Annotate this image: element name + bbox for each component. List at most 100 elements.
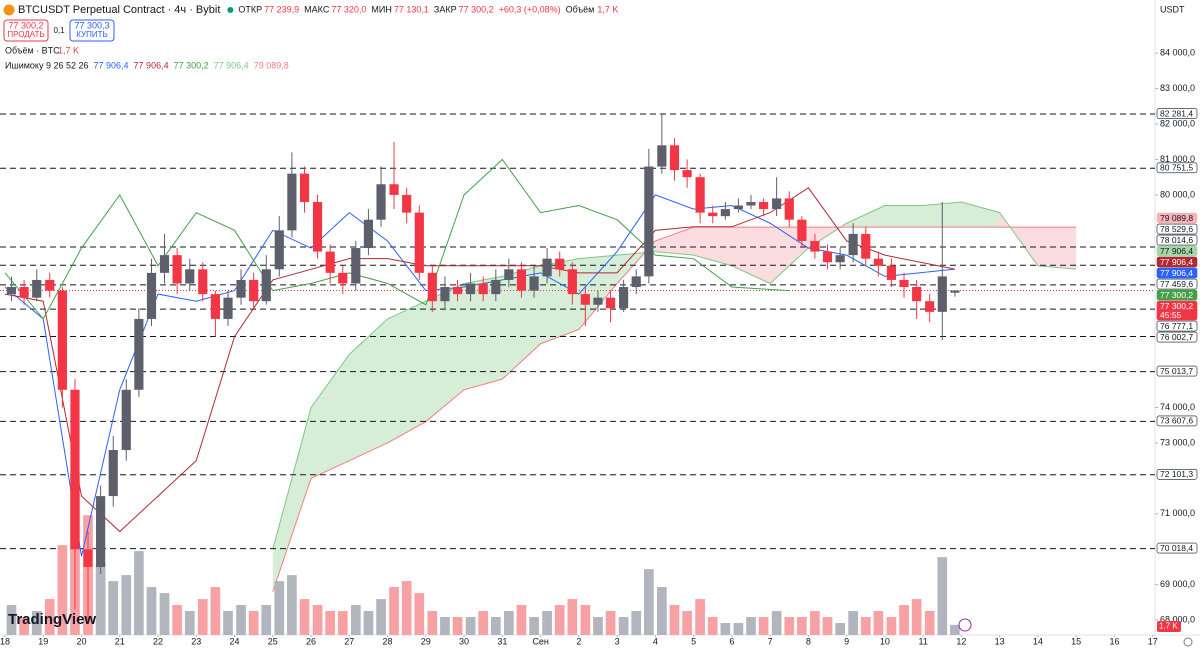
- volume-bar: [593, 617, 603, 635]
- candle-body: [325, 251, 335, 273]
- price-label: 77 906,4: [1160, 268, 1193, 278]
- price-label-box: [1156, 320, 1198, 332]
- y-tick-label: 81 000,0: [1160, 154, 1195, 164]
- volume-bar: [950, 624, 960, 635]
- volume-bar: [325, 611, 336, 635]
- y-tick-label: 69 000,0: [1160, 579, 1195, 589]
- volume-bar: [669, 605, 680, 635]
- volume-pane-value: 1,7 K: [58, 45, 79, 55]
- candle-body: [465, 283, 476, 295]
- volume-bar: [337, 611, 348, 635]
- x-tick-label: 21: [115, 636, 125, 646]
- volume-bar: [580, 605, 591, 635]
- volume-bar: [682, 611, 692, 635]
- x-tick-label: 16: [1109, 636, 1119, 646]
- ohlc-label: ЗАКР: [434, 4, 457, 14]
- candle-body: [950, 290, 960, 293]
- volume-bar: [720, 623, 731, 635]
- volume-bar: [733, 623, 744, 635]
- volume-bar: [401, 581, 412, 635]
- price-label-box: [1156, 212, 1198, 224]
- candle-body: [516, 269, 527, 291]
- cloud-segment: [272, 407, 312, 592]
- candle-body: [555, 258, 565, 270]
- x-tick-label: 6: [729, 636, 734, 646]
- settings-icon[interactable]: [1183, 637, 1193, 647]
- price-label-box: [1156, 108, 1198, 119]
- volume-bar: [924, 611, 935, 635]
- volume-bar: [529, 617, 539, 635]
- volume-axis-label: 1,7 K: [1159, 622, 1178, 631]
- volume-bar: [784, 617, 795, 635]
- price-label: 77 906,4: [1160, 257, 1193, 267]
- volume-bar: [771, 611, 782, 635]
- ichimoku-label: Ишимоку 9 26 52 26: [5, 60, 89, 70]
- volume-bar: [210, 587, 221, 635]
- price-label: 78 014,6: [1160, 235, 1193, 245]
- volume-bar: [121, 575, 132, 635]
- candle-body: [925, 301, 935, 312]
- x-tick-label: 13: [995, 636, 1005, 646]
- price-label-box: [1156, 256, 1198, 268]
- price-labels: 82 281,4 80 751,5 79 089,878 529,678 014,6…: [1156, 108, 1198, 632]
- volume-bar: [542, 611, 552, 635]
- sell-button[interactable]: [3, 19, 49, 42]
- volume-value: 1,7 K: [597, 4, 618, 14]
- candle-body: [529, 276, 539, 291]
- volume-bar: [452, 617, 463, 635]
- volume-bar: [848, 611, 858, 635]
- cloud-segment: [387, 301, 426, 443]
- y-tick-label: 84 000,0: [1160, 48, 1195, 58]
- price-label-box: [1156, 300, 1198, 321]
- candle-body: [810, 240, 820, 252]
- volume-bar: [172, 605, 182, 635]
- buy-price[interactable]: 77 300,3: [74, 20, 109, 30]
- volume-bar: [478, 611, 489, 635]
- volume-bar: [389, 587, 399, 635]
- volume-bar: [758, 617, 769, 635]
- candle-body: [440, 287, 450, 302]
- candle-body: [32, 279, 42, 298]
- volume-bar: [350, 605, 361, 635]
- y-tick-label: 83 000,0: [1160, 83, 1195, 93]
- sell-price[interactable]: 77 300,2: [8, 20, 43, 30]
- ichimoku-value: 77 906,4: [134, 60, 169, 70]
- candle-body: [261, 269, 271, 302]
- axes: 18 19 20 21 22 23 24 25 26 27 28 29 30 31 Сен 2 3 4 5 6 7 8 9 1…: [0, 48, 1195, 647]
- volume-label: Объём: [566, 4, 595, 14]
- x-tick-label: Сен: [532, 636, 549, 646]
- volume-bar: [746, 617, 756, 635]
- ohlc-label: МАКС: [304, 4, 330, 14]
- price-label: 80 751,5: [1160, 163, 1193, 173]
- volume-bar: [644, 569, 654, 635]
- candle-body: [873, 258, 883, 266]
- candle-body: [772, 198, 782, 210]
- candle-body: [287, 173, 297, 231]
- cloud-segment: [693, 227, 732, 266]
- volume-bar: [860, 617, 871, 635]
- candle-body: [733, 205, 743, 210]
- volume-bar: [797, 617, 807, 635]
- x-tick-label: 26: [306, 636, 316, 646]
- sell-label[interactable]: ПРОДАТЬ: [7, 30, 44, 39]
- candle-body: [657, 145, 667, 167]
- logo: TradingView: [8, 611, 96, 628]
- candles: [6, 113, 960, 624]
- volume-bar: [657, 587, 667, 635]
- x-tick-label: 19: [38, 636, 48, 646]
- candle-body: [746, 201, 756, 206]
- ichimoku-value: 79 089,8: [254, 60, 289, 70]
- price-label: 77 300,2: [1160, 301, 1193, 311]
- volume-bar: [44, 599, 55, 635]
- candle-body: [606, 297, 616, 309]
- candle-body: [121, 389, 131, 451]
- volume-bar: [248, 611, 259, 635]
- buy-label[interactable]: КУПИТЬ: [76, 30, 107, 39]
- candle-body: [708, 212, 718, 217]
- buy-button[interactable]: [69, 19, 115, 42]
- price-label: 76 002,7: [1160, 332, 1193, 342]
- ichimoku-value: 77 300,2: [174, 60, 209, 70]
- replay-icon[interactable]: [958, 618, 972, 632]
- ohlc-value: 77 320,0: [331, 4, 366, 14]
